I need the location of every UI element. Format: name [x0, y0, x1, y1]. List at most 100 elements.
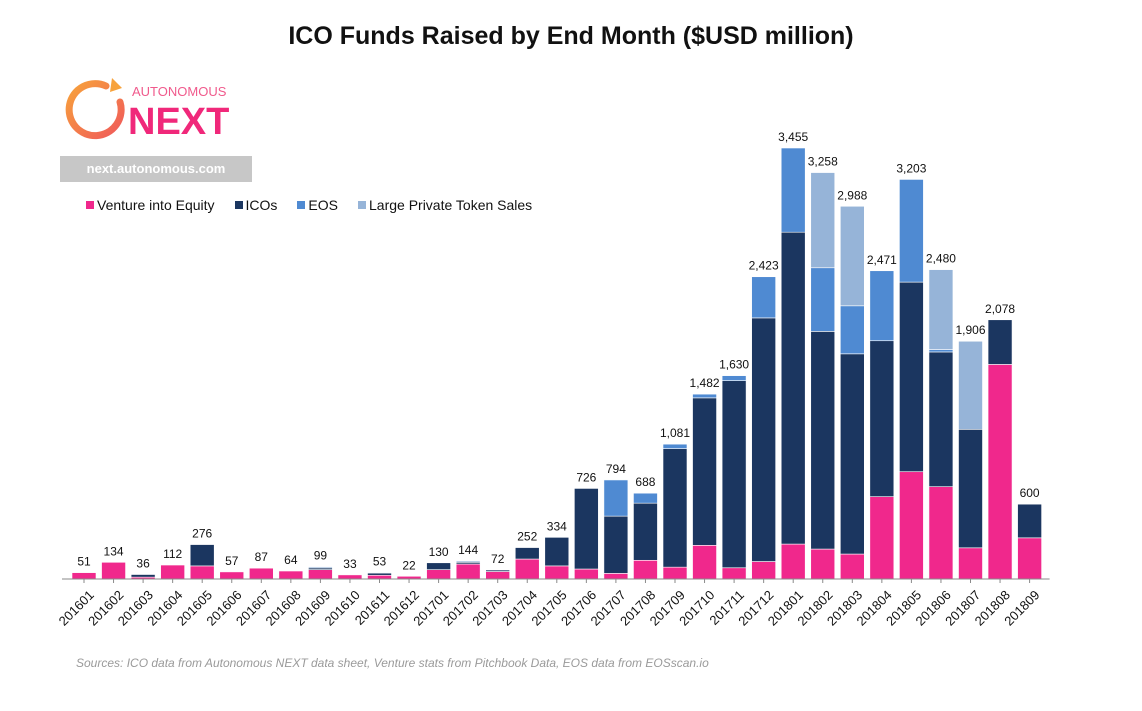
legend-label-eos: EOS — [308, 197, 338, 213]
total-label-201706: 726 — [576, 470, 596, 484]
total-label-201610: 33 — [343, 557, 357, 571]
bar-eos-201709 — [662, 443, 688, 449]
bar-icos-201804 — [869, 340, 895, 497]
bar-icos-201712 — [751, 317, 776, 562]
bar-icos-201805 — [899, 281, 924, 473]
total-label-201707: 794 — [606, 462, 626, 476]
bar-icos-201603 — [130, 574, 156, 578]
bar-eos-201710 — [692, 393, 717, 399]
bar-eos-201707 — [603, 479, 629, 517]
total-label-201710: 1,482 — [690, 376, 720, 390]
total-label-201703: 72 — [491, 552, 505, 566]
bar-venture-into-equity-201610 — [337, 574, 363, 580]
bar-large-private-token-sales-201806 — [928, 269, 954, 350]
total-label-201603: 36 — [136, 557, 150, 571]
bar-icos-201809 — [1017, 503, 1042, 539]
bar-venture-into-equity-201609 — [308, 569, 333, 580]
total-label-201701: 130 — [429, 545, 449, 559]
bar-eos-201708 — [633, 492, 658, 504]
bar-venture-into-equity-201607 — [249, 567, 274, 580]
bar-venture-into-equity-201701 — [426, 569, 451, 580]
total-label-201712: 2,423 — [749, 259, 779, 273]
total-label-201801: 3,455 — [778, 130, 808, 144]
legend-swatch-private-sales — [358, 201, 366, 209]
logo-ring-icon: AUTONOMOUS NEXT — [65, 78, 229, 143]
total-label-201807: 1,906 — [955, 323, 985, 337]
total-label-201612: 22 — [402, 558, 416, 572]
logo-top-text: AUTONOMOUS — [132, 84, 227, 99]
bar-icos-201802 — [810, 331, 836, 550]
legend-swatch-venture — [86, 201, 94, 209]
bar-venture-into-equity-201606 — [219, 571, 245, 580]
bar-large-private-token-sales-201702 — [455, 560, 481, 563]
total-label-201708: 688 — [635, 475, 655, 489]
bar-large-private-token-sales-201807 — [958, 340, 983, 430]
bar-venture-into-equity-201706 — [574, 568, 599, 580]
legend-swatch-eos — [297, 201, 306, 209]
bar-icos-201803 — [839, 353, 865, 555]
bar-eos-201711 — [721, 375, 747, 381]
bar-venture-into-equity-201712 — [751, 561, 776, 580]
legend-item-eos: EOS — [297, 197, 338, 213]
total-label-201604: 112 — [163, 547, 182, 561]
legend-label-private-sales: Large Private Token Sales — [369, 197, 533, 213]
bar-icos-201611 — [367, 572, 392, 576]
bar-venture-into-equity-201808 — [987, 364, 1013, 580]
bar-eos-201712 — [751, 276, 776, 319]
total-label-201609: 99 — [314, 549, 328, 563]
bar-venture-into-equity-201604 — [160, 564, 185, 580]
bar-icos-201707 — [603, 515, 629, 574]
bar-eos-201805 — [899, 179, 924, 283]
legend-item-icos: ICOs — [234, 197, 277, 213]
bar-icos-201704 — [514, 547, 540, 560]
bar-icos-201808 — [987, 319, 1013, 365]
total-label-201704: 252 — [517, 530, 537, 544]
total-label-201606: 57 — [225, 554, 239, 568]
bar-venture-into-equity-201705 — [544, 565, 570, 580]
bar-venture-into-equity-201708 — [633, 559, 658, 580]
bar-venture-into-equity-201608 — [278, 570, 304, 580]
bar-icos-201706 — [574, 488, 599, 570]
source-note: Sources: ICO data from Autonomous NEXT d… — [76, 656, 709, 670]
total-label-201608: 64 — [284, 553, 298, 567]
legend-swatch-icos — [234, 201, 243, 209]
bar-venture-into-equity-201704 — [514, 558, 540, 580]
bar-icos-201703 — [485, 569, 511, 572]
bar-icos-201801 — [780, 231, 806, 545]
bar-icos-201709 — [662, 448, 688, 568]
bar-icos-201806 — [928, 351, 954, 487]
bar-large-private-token-sales-201609 — [308, 566, 333, 569]
total-label-201601: 51 — [77, 555, 91, 569]
bar-venture-into-equity-201809 — [1017, 537, 1042, 580]
total-label-201805: 3,203 — [896, 161, 926, 175]
autonomous-next-logo: AUTONOMOUS NEXT — [60, 72, 250, 152]
bar-venture-into-equity-201605 — [189, 565, 215, 580]
bar-large-private-token-sales-201611 — [367, 572, 392, 574]
bar-venture-into-equity-201710 — [692, 545, 717, 580]
total-label-201806: 2,480 — [926, 252, 956, 266]
website-badge: next.autonomous.com — [60, 156, 252, 182]
total-label-201611: 53 — [373, 554, 387, 568]
bar-eos-201801 — [780, 147, 806, 233]
total-label-201605: 276 — [192, 527, 212, 541]
bar-venture-into-equity-201804 — [869, 496, 895, 580]
total-label-201808: 2,078 — [985, 302, 1015, 316]
total-label-201809: 600 — [1020, 486, 1040, 500]
bar-venture-into-equity-201601 — [71, 572, 97, 580]
bar-icos-201807 — [958, 429, 983, 549]
bar-venture-into-equity-201711 — [721, 567, 747, 580]
total-label-201804: 2,471 — [867, 253, 897, 267]
bar-icos-201701 — [426, 562, 451, 570]
bar-venture-into-equity-201806 — [928, 486, 954, 580]
legend: Venture into Equity ICOs EOS Large Priva… — [86, 197, 552, 213]
bar-venture-into-equity-201707 — [603, 573, 629, 580]
bar-icos-201705 — [544, 537, 570, 567]
bar-venture-into-equity-201709 — [662, 566, 688, 580]
total-label-201802: 3,258 — [808, 155, 838, 169]
bar-venture-into-equity-201611 — [367, 574, 392, 580]
bar-eos-201803 — [839, 305, 865, 355]
logo-main-text: NEXT — [128, 101, 229, 143]
total-label-201711: 1,630 — [719, 358, 749, 372]
bar-eos-201802 — [810, 267, 836, 332]
